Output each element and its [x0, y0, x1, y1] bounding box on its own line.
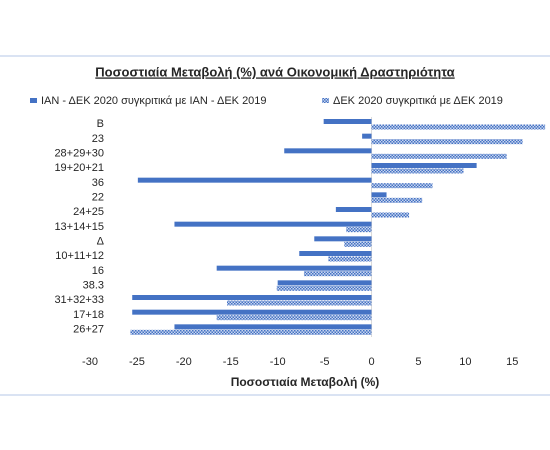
x-tick-label: -5 [320, 356, 330, 368]
bar [344, 241, 372, 247]
x-tick-label: 10 [459, 356, 471, 368]
y-tick-label: 17+18 [73, 309, 104, 321]
legend-swatch [322, 98, 329, 103]
bar [371, 197, 423, 203]
legend-label: ΔΕΚ 2020 συγκριτικά με ΔΕΚ 2019 [333, 95, 503, 107]
x-tick-label: 15 [506, 356, 518, 368]
bar [371, 153, 507, 159]
bar [284, 148, 372, 154]
legend-swatch [30, 98, 37, 103]
y-tick-label: B [97, 118, 104, 130]
bar [314, 236, 372, 242]
bar [132, 309, 372, 315]
bar [216, 265, 372, 271]
x-tick-label: -30 [82, 356, 98, 368]
x-tick-label: -20 [176, 356, 192, 368]
bar [371, 163, 477, 168]
x-tick-label: -25 [129, 356, 145, 368]
bar [328, 256, 372, 262]
legend-label: ΙΑΝ - ΔΕΚ 2020 συγκριτικά με ΙΑΝ - ΔΕΚ 2… [41, 95, 267, 107]
chart-title: Ποσοστιαία Μεταβολή (%) ανά Οικονομική Δ… [95, 64, 454, 79]
bar [299, 251, 372, 256]
bar [132, 295, 372, 300]
bar [174, 324, 372, 330]
bar [227, 300, 372, 306]
bar [371, 192, 387, 198]
bar [335, 207, 372, 212]
y-tick-label: 38.3 [83, 280, 104, 292]
y-tick-label: 19+20+21 [54, 162, 104, 174]
y-tick-label: 13+14+15 [54, 221, 104, 233]
bar [371, 124, 546, 130]
y-tick-label: 28+29+30 [54, 148, 104, 160]
bar [371, 183, 433, 189]
x-axis-label: Ποσοστιαία Μεταβολή (%) [231, 375, 380, 389]
y-tick-label: 36 [92, 177, 104, 189]
x-tick-label: 0 [368, 356, 374, 368]
x-tick-label: -10 [270, 356, 286, 368]
y-tick-label: 26+27 [73, 324, 104, 336]
bar [346, 227, 372, 233]
bar [276, 285, 372, 291]
bar [362, 133, 372, 139]
y-tick-label: 10+11+12 [55, 250, 104, 262]
y-tick-label: 22 [92, 192, 104, 204]
bar [130, 329, 372, 335]
bar [371, 139, 523, 145]
bar [216, 315, 372, 321]
x-tick-label: -15 [223, 356, 239, 368]
bar [174, 221, 372, 227]
bar [371, 168, 464, 174]
bar [137, 177, 372, 183]
y-tick-label: 16 [92, 265, 104, 277]
x-tick-label: 5 [415, 356, 421, 368]
bar [371, 212, 410, 218]
bar [277, 280, 372, 286]
y-tick-label: 24+25 [73, 206, 104, 218]
y-tick-label: 23 [92, 133, 104, 145]
bar [323, 119, 372, 124]
y-tick-label: 31+32+33 [54, 294, 104, 306]
bar [303, 271, 372, 277]
y-tick-label: Δ [97, 236, 105, 248]
